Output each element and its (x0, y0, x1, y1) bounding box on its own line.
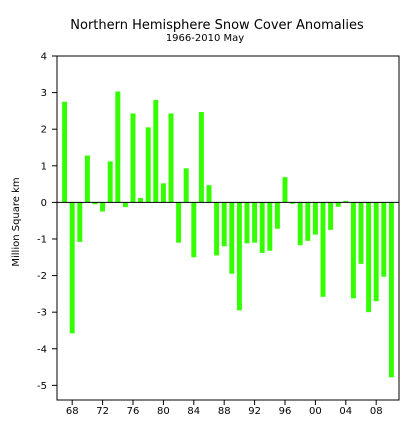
x-tick-label: 72 (96, 406, 109, 417)
bar-1976 (130, 113, 136, 203)
y-tick-label: -4 (37, 344, 47, 355)
bar-1990 (236, 202, 242, 311)
y-tick-label: -2 (37, 271, 47, 282)
x-tick-label: 68 (66, 406, 79, 417)
x-tick-label: 88 (218, 406, 231, 417)
bar-1979 (153, 99, 159, 203)
bar-1999 (305, 202, 311, 241)
bar-2002 (328, 202, 334, 230)
bar-1993 (259, 202, 265, 253)
x-tick-label: 04 (339, 406, 352, 417)
y-tick-label: -3 (37, 308, 47, 319)
y-tick-label: 4 (41, 52, 47, 63)
bars-group (62, 91, 394, 378)
bar-1973 (107, 161, 113, 203)
bar-1988 (221, 202, 227, 247)
bar-1998 (297, 202, 303, 246)
bar-1977 (138, 197, 144, 203)
bar-1967 (62, 101, 68, 203)
bar-1983 (183, 168, 189, 203)
bar-1986 (206, 185, 212, 203)
y-tick-label: 0 (41, 198, 47, 209)
x-axis-ticks: 68 72 76 80 84 88 92 96 00 04 08 (66, 400, 383, 417)
bar-2009 (381, 202, 387, 277)
y-axis-label: Million Square km (11, 177, 22, 266)
bar-2005 (350, 202, 356, 299)
bar-1997 (290, 202, 296, 204)
bar-2003 (335, 202, 341, 207)
chart-subtitle: 1966-2010 May (166, 33, 244, 44)
bar-2008 (373, 202, 379, 302)
bar-1982 (176, 202, 182, 243)
bar-1970 (84, 155, 90, 203)
y-tick-label: 3 (41, 88, 47, 99)
x-tick-label: 00 (309, 406, 322, 417)
bar-1996 (282, 177, 288, 203)
bar-2000 (312, 202, 318, 235)
bar-1981 (168, 113, 174, 203)
y-tick-label: -5 (37, 381, 47, 392)
bar-1989 (229, 202, 235, 274)
y-tick-label: 2 (41, 125, 47, 136)
bar-1968 (69, 202, 75, 334)
bar-2006 (358, 202, 364, 264)
bar-1974 (115, 91, 121, 203)
bar-1987 (214, 202, 220, 256)
bar-1971 (92, 202, 98, 205)
x-tick-label: 08 (370, 406, 383, 417)
bar-2004 (343, 200, 349, 203)
bar-1984 (191, 202, 197, 258)
y-tick-label: 1 (41, 161, 47, 172)
x-tick-label: 92 (248, 406, 261, 417)
x-tick-label: 80 (157, 406, 170, 417)
bar-2001 (320, 202, 326, 297)
bar-1972 (100, 202, 106, 212)
bar-1975 (122, 202, 128, 208)
bar-1991 (244, 202, 250, 244)
x-tick-label: 84 (187, 406, 200, 417)
bar-1980 (160, 183, 166, 203)
y-axis-ticks: 4 3 2 1 0 -1 -2 -3 -4 -5 (37, 52, 57, 392)
bar-2010 (388, 202, 394, 378)
x-tick-label: 96 (279, 406, 292, 417)
y-tick-label: -1 (37, 234, 47, 245)
bar-1985 (198, 111, 204, 203)
chart-title: Northern Hemisphere Snow Cover Anomalies (70, 18, 364, 33)
bar-1995 (274, 202, 280, 229)
bar-1978 (145, 127, 151, 203)
bar-1992 (252, 202, 258, 243)
plot-frame (56, 55, 400, 401)
bar-1969 (77, 202, 83, 242)
x-tick-label: 76 (127, 406, 140, 417)
bar-1994 (267, 202, 273, 251)
bar-2007 (366, 202, 372, 313)
